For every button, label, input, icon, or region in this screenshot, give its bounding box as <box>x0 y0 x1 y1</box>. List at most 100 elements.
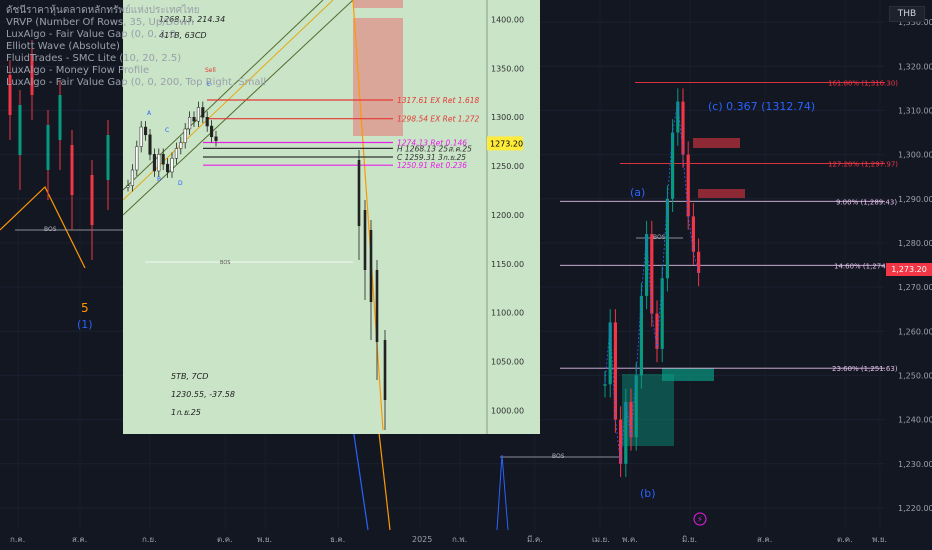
inset-note: 1ก.ย.25 <box>171 408 201 417</box>
x-tick-label: 2025 <box>412 535 432 544</box>
legend-mfp[interactable]: LuxAlgo - Money Flow Profile <box>6 65 150 76</box>
candle-body <box>8 75 12 115</box>
bos-label-left: BOS <box>44 226 57 233</box>
time-axis[interactable]: ก.ค. ส.ค. ก.ย. ต.ค. พ.ย. ธ.ค. 2025 ก.พ. มี.ค. เม.… <box>10 535 887 544</box>
inset-note: 41TB, 63CD <box>159 31 207 40</box>
price-axis[interactable]: 1,330.00 1,320.00 1,310.00 1,300.00 1,290.00… <box>898 18 932 513</box>
fall-line <box>352 0 384 431</box>
inset-candle-body <box>135 146 139 171</box>
wave-c-label: (c) 0.367 (1312.74) <box>708 100 815 113</box>
inset-candle-body <box>148 134 152 155</box>
fvg-red-2 <box>698 189 745 198</box>
y-tick-label: 1,300.00 <box>898 151 932 160</box>
currency-badge[interactable]: THB <box>889 6 925 22</box>
candle-body <box>639 295 643 376</box>
fvg-red-1 <box>693 138 740 148</box>
inset-candle-body <box>166 163 170 173</box>
x-tick-label: ต.ค. <box>837 535 853 544</box>
inset-wave-label: E <box>207 81 211 88</box>
lightning-glyph: ⚡ <box>697 515 703 524</box>
x-tick-label: มี.ค. <box>527 535 543 544</box>
bos-label: BOS <box>220 260 230 266</box>
inset-candle-body <box>161 154 165 165</box>
channel-line <box>123 0 354 216</box>
inset-level-label: C 1259.31 3ก.ย.25 <box>397 153 466 162</box>
candle-body <box>686 154 690 217</box>
inset-candle-body <box>179 142 183 149</box>
inset-chart: 1400.00 1350.00 1300.00 1250.00 1200.00 1150.… <box>123 0 540 434</box>
inset-candle-body <box>139 126 143 147</box>
inset-y-tick: 1300.00 <box>491 113 524 122</box>
inset-level-label: H 1268.13 25ส.ค.25 <box>397 144 472 153</box>
candle-body <box>676 101 680 133</box>
candle-body <box>624 401 628 464</box>
y-tick-label: 1,330.00 <box>898 18 932 27</box>
candle-body <box>70 145 74 195</box>
inset-y-tick: 1100.00 <box>491 309 524 318</box>
fib-level-label: 9.00% (1,289.43) <box>836 198 897 206</box>
x-tick-label: ส.ค. <box>72 535 87 544</box>
x-tick-label: ก.พ. <box>452 535 467 544</box>
y-tick-label: 1,250.00 <box>898 371 932 380</box>
candle-body <box>608 322 612 385</box>
legend-fvg-2[interactable]: LuxAlgo - Fair Value Gap (0, 0, 200, Top… <box>6 77 267 88</box>
indicator-legend[interactable]: ดัชนีราคาหุ้นตลาดหลักทรัพย์แห่งประเทศไทย… <box>6 5 266 89</box>
candle-body <box>46 125 50 170</box>
x-tick-label: เม.ย. <box>592 535 610 544</box>
legend-vrvp[interactable]: VRVP (Number Of Rows, 35, Up/Down <box>6 17 194 28</box>
candle-body <box>603 384 607 386</box>
candle-body <box>645 234 649 296</box>
inset-note: 1230.55, -37.58 <box>171 390 235 399</box>
legend-elliott[interactable]: Elliott Wave (Absolute) <box>6 41 120 52</box>
inset-candle-body <box>157 154 161 172</box>
candle-body <box>665 198 669 279</box>
candle-body <box>691 216 695 252</box>
candle-body <box>90 175 94 225</box>
y-tick-label: 1,220.00 <box>898 504 932 513</box>
inset-candle-body <box>183 128 187 143</box>
inset-candle-body <box>170 158 174 173</box>
inset-y-tick: 1250.00 <box>491 162 524 171</box>
x-tick-label: ส.ค. <box>757 535 772 544</box>
x-tick-label: พ.ย. <box>872 535 887 544</box>
inset-candle-body <box>188 116 192 130</box>
y-tick-label: 1,270.00 <box>898 283 932 292</box>
candle-body <box>681 101 685 155</box>
inset-candle-body <box>130 169 134 186</box>
inset-y-tick: 1350.00 <box>491 64 524 73</box>
inset-candle-body <box>357 160 361 226</box>
y-tick-label: 1,260.00 <box>898 327 932 336</box>
lightning-icon[interactable] <box>693 512 707 526</box>
inset-wave-label: A <box>147 110 152 117</box>
inset-price-label: 1273.20 <box>490 139 523 148</box>
wave-zigzag <box>496 454 509 531</box>
inset-candle-body <box>214 136 218 141</box>
channel-line <box>123 0 324 191</box>
inset-level-label: 1250.91 Ret 0.236 <box>397 161 467 170</box>
orange-trend-line <box>0 186 86 269</box>
legend-symbol[interactable]: ดัชนีราคาหุ้นตลาดหลักทรัพย์แห่งประเทศไทย <box>6 5 200 16</box>
x-tick-label: ธ.ค. <box>330 535 345 544</box>
inset-candle-body <box>383 340 387 400</box>
y-tick-label: 1,230.00 <box>898 460 932 469</box>
fib-level-label: 23.60% (1,251.63) <box>832 365 898 373</box>
inset-y-tick: 1200.00 <box>491 211 524 220</box>
x-tick-label: ต.ค. <box>217 535 233 544</box>
candle-body <box>58 95 62 140</box>
legend-smc[interactable]: FluidTrades - SMC Lite (10, 20, 2.5) <box>6 53 182 64</box>
supply-zone-top <box>353 0 403 8</box>
inset-candle-body <box>152 154 156 172</box>
candle-body <box>18 105 22 155</box>
inset-note: 5TB, 7CD <box>171 372 208 381</box>
wave-path <box>604 101 699 464</box>
inset-candle-body <box>192 116 196 122</box>
wave-1-label: (1) <box>77 318 93 331</box>
legend-fvg-1[interactable]: LuxAlgo - Fair Value Gap (0, 0, 1.0, <box>6 29 180 40</box>
candles <box>8 40 701 477</box>
inset-wave-label: Sell <box>205 67 216 74</box>
inset-candle-body <box>375 270 379 342</box>
inset-y-tick: 1000.00 <box>491 406 524 415</box>
x-tick-label: พ.ค. <box>622 535 638 544</box>
wave-5-label: 5 <box>81 301 89 315</box>
